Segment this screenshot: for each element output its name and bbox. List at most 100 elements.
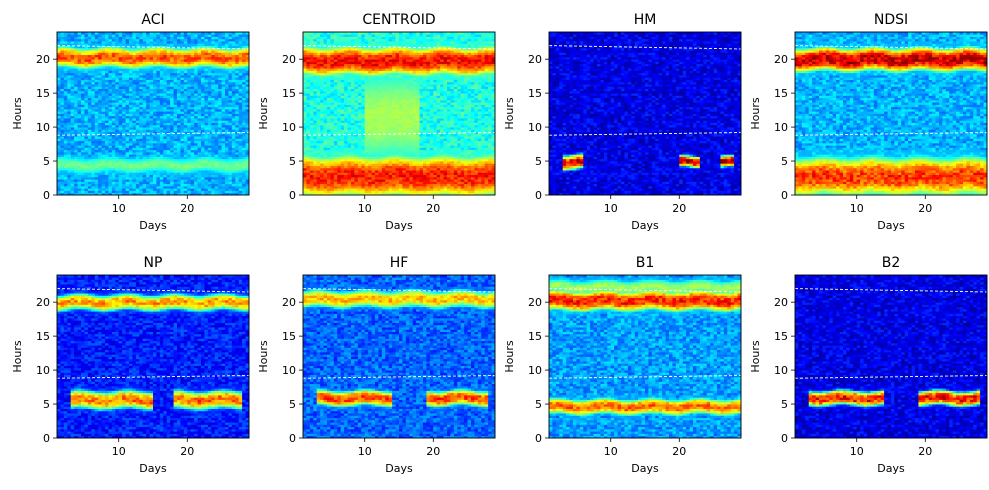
heatmap-cell: [191, 66, 195, 69]
heatmap-cell: [198, 170, 202, 173]
heatmap-cell: [108, 59, 112, 62]
heatmap-cell: [122, 70, 126, 73]
heatmap-cell: [187, 123, 191, 126]
heatmap-cell: [194, 188, 198, 191]
heatmap-cell: [310, 37, 314, 40]
heatmap-cell: [84, 175, 88, 178]
heatmap-cell: [146, 77, 150, 80]
heatmap-cell: [215, 147, 219, 150]
heatmap-cell: [105, 52, 109, 55]
heatmap-cell: [225, 111, 229, 114]
heatmap-cell: [180, 163, 184, 166]
heatmap-cell: [98, 41, 102, 44]
heatmap-cell: [150, 123, 154, 126]
heatmap-cell: [84, 170, 88, 173]
heatmap-cell: [150, 89, 154, 92]
heatmap-cell: [344, 82, 348, 85]
heatmap-cell: [208, 159, 212, 162]
heatmap-cell: [235, 37, 239, 40]
heatmap-cell: [105, 152, 109, 155]
heatmap-cell: [191, 147, 195, 150]
heatmap-cell: [60, 89, 64, 92]
heatmap-cell: [239, 129, 243, 132]
heatmap-cell: [187, 152, 191, 155]
heatmap-cell: [198, 41, 202, 44]
heatmap-cell: [177, 118, 181, 121]
heatmap-cell: [78, 52, 82, 55]
heatmap-cell: [167, 188, 171, 191]
heatmap-cell: [225, 134, 229, 137]
heatmap-cell: [334, 82, 338, 85]
heatmap-cell: [225, 93, 229, 96]
heatmap-cell: [98, 152, 102, 155]
heatmap-cell: [191, 170, 195, 173]
heatmap-cell: [222, 170, 226, 173]
heatmap-cell: [153, 163, 157, 166]
heatmap-cell: [327, 141, 331, 144]
heatmap-cell: [228, 107, 232, 110]
heatmap-cell: [150, 107, 154, 110]
heatmap-cell: [174, 70, 178, 73]
heatmap-cell: [115, 70, 119, 73]
heatmap-cell: [74, 82, 78, 85]
heatmap-cell: [204, 37, 208, 40]
heatmap-cell: [187, 82, 191, 85]
heatmap-cell: [67, 163, 71, 166]
heatmap-cell: [129, 100, 133, 103]
heatmap-cell: [126, 52, 130, 55]
heatmap-cell: [242, 37, 246, 40]
heatmap-cell: [143, 147, 147, 150]
heatmap-cell: [112, 89, 116, 92]
heatmap-cell: [184, 118, 188, 121]
heatmap-cell: [115, 93, 119, 96]
heatmap-cell: [174, 41, 178, 44]
heatmap-cell: [198, 107, 202, 110]
heatmap-cell: [67, 181, 71, 184]
heatmap-cell: [334, 52, 338, 55]
heatmap-cell: [98, 89, 102, 92]
heatmap-cell: [317, 89, 321, 92]
heatmap-cell: [218, 170, 222, 173]
heatmap-cell: [306, 93, 310, 96]
heatmap-cell: [211, 188, 215, 191]
heatmap-cell: [180, 118, 184, 121]
heatmap-cell: [194, 118, 198, 121]
heatmap-cell: [139, 89, 143, 92]
heatmap-cell: [310, 100, 314, 103]
heatmap-panel-centroid: CENTROID0510152010 20DaysHours: [257, 12, 495, 232]
heatmap-cell: [119, 48, 123, 51]
heatmap-cell: [242, 52, 246, 55]
heatmap-cell: [129, 147, 133, 150]
heatmap-cell: [115, 52, 119, 55]
heatmap-cell: [341, 163, 345, 166]
heatmap-cell: [201, 159, 205, 162]
heatmap-cell: [344, 41, 348, 44]
heatmap-cell: [105, 170, 109, 173]
heatmap-cell: [74, 107, 78, 110]
heatmap-cell: [160, 82, 164, 85]
heatmap-cell: [218, 181, 222, 184]
heatmap-cell: [88, 163, 92, 166]
heatmap-cell: [67, 89, 71, 92]
heatmap-cell: [337, 129, 341, 132]
heatmap-cell: [71, 93, 75, 96]
heatmap-cell: [129, 77, 133, 80]
heatmap-cell: [119, 147, 123, 150]
heatmap-cell: [180, 129, 184, 132]
heatmap-cell: [160, 107, 164, 110]
heatmap-cell: [156, 66, 160, 69]
heatmap-cell: [88, 152, 92, 155]
heatmap-cell: [208, 175, 212, 178]
heatmap-cell: [146, 41, 150, 44]
heatmap-cell: [84, 147, 88, 150]
heatmap-cell: [225, 152, 229, 155]
heatmap-cell: [156, 37, 160, 40]
heatmap-cell: [191, 41, 195, 44]
heatmap-cell: [115, 107, 119, 110]
heatmap-cell: [180, 77, 184, 80]
heatmap-cell: [115, 170, 119, 173]
heatmap-cell: [108, 70, 112, 73]
heatmap-cell: [232, 59, 236, 62]
heatmap-cell: [235, 123, 239, 126]
heatmap-cell: [341, 100, 345, 103]
